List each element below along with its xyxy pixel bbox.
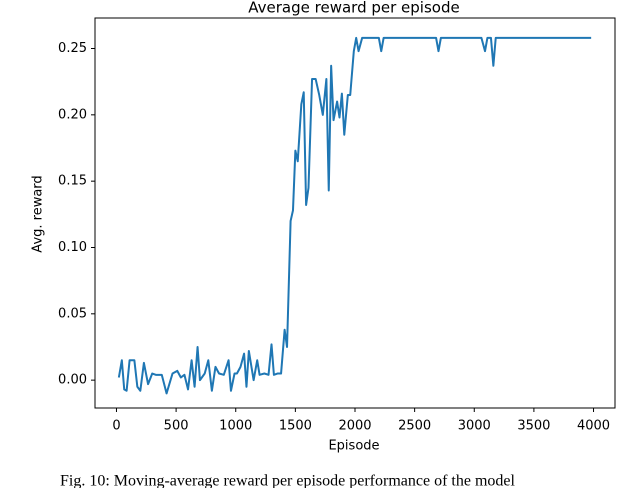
x-tick-label: 2000 [338,419,371,434]
x-tick-label: 3500 [517,419,550,434]
x-tick-label: 4000 [577,419,610,434]
x-tick-label: 1000 [219,419,252,434]
y-tick-label: 0.15 [58,174,87,189]
x-axis-label: Episode [328,439,379,454]
x-tick-label: 500 [164,419,189,434]
y-axis-label: Avg. reward [31,175,46,252]
x-tick-label: 1500 [279,419,312,434]
x-tick-label: 3000 [458,419,491,434]
x-tick-label: 0 [112,419,120,434]
y-tick-label: 0.10 [58,240,87,255]
caption: Fig. 10: Moving-average reward per episo… [60,473,516,488]
x-tick-label: 2500 [398,419,431,434]
plot-frame [94,17,616,409]
line [117,36,592,395]
chart-title: Average reward per episode [248,0,459,17]
y-tick-label: 0.00 [58,373,87,388]
y-tick-label: 0.20 [58,107,87,122]
y-tick-label: 0.05 [58,306,87,321]
y-tick-label: 0.25 [58,41,87,56]
